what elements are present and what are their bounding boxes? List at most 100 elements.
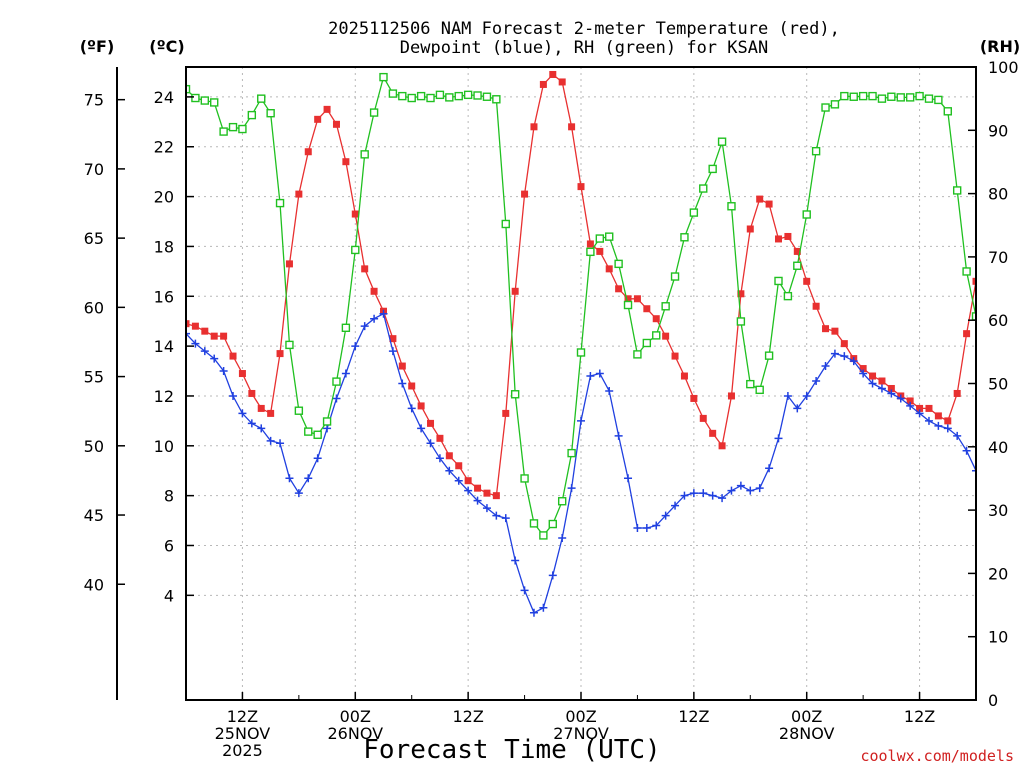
celsius-tick-label: 10 <box>154 437 174 456</box>
temperature-point <box>690 394 698 402</box>
rh-point <box>924 94 934 103</box>
dewpoint-point <box>464 486 473 495</box>
temperature-point <box>323 105 331 113</box>
rh-point <box>774 276 783 286</box>
rh-point <box>736 317 746 326</box>
dewpoint-point <box>755 484 764 493</box>
x-tick-label: 2025 <box>222 741 263 760</box>
temperature-point <box>257 404 265 412</box>
temperature-point <box>201 327 209 335</box>
temperature-point <box>210 332 218 340</box>
rh-point <box>369 108 379 117</box>
rh-point <box>858 91 868 101</box>
temperature-point <box>746 225 754 233</box>
rh-point <box>379 72 388 82</box>
dewpoint-point <box>736 481 745 490</box>
dewpoint-point <box>680 491 689 500</box>
temperature-point <box>530 123 538 131</box>
dewpoint-point <box>370 314 379 323</box>
temperature-point <box>793 247 801 255</box>
temperature-point <box>840 340 848 348</box>
dewpoint-point <box>200 347 209 356</box>
rh-point <box>219 127 228 136</box>
rh-tick-label: 100 <box>988 58 1019 77</box>
fahrenheit-unit-label: (ºF) <box>80 37 115 56</box>
temperature-point <box>756 195 764 203</box>
fahrenheit-tick-label: 70 <box>84 160 104 179</box>
dewpoint-point <box>313 454 322 463</box>
dewpoint-point <box>699 489 708 498</box>
fahrenheit-tick-label: 40 <box>84 575 104 594</box>
dewpoint-point <box>567 484 576 493</box>
temperature-point <box>662 332 670 340</box>
fahrenheit-tick-label: 75 <box>84 91 104 110</box>
celsius-unit-label: (ºC) <box>149 37 184 56</box>
dewpoint-point <box>802 391 811 400</box>
rh-point <box>952 186 962 195</box>
temperature-point <box>361 265 369 273</box>
rh-tick-label: 50 <box>988 375 1008 394</box>
rh-tick-label: 10 <box>988 628 1008 647</box>
celsius-tick-label: 16 <box>154 287 174 306</box>
dewpoint-point <box>642 524 651 533</box>
rh-point <box>539 531 548 540</box>
dewpoint-point <box>793 404 802 413</box>
temperature-point <box>351 210 359 218</box>
rh-point <box>896 93 905 102</box>
dewpoint-point <box>529 608 538 617</box>
temperature-point <box>370 287 378 295</box>
temperature-point <box>699 414 707 422</box>
dewpoint-point <box>539 603 548 612</box>
dewpoint-point <box>520 586 529 595</box>
celsius-tick-label: 20 <box>154 188 174 207</box>
x-tick-label: 25NOV <box>215 724 271 743</box>
rh-point <box>426 93 435 103</box>
dewpoint-point <box>840 352 849 361</box>
rh-point <box>840 91 849 101</box>
dewpoint-point <box>332 394 341 403</box>
dewpoint-point <box>257 424 266 433</box>
rh-point <box>680 233 689 242</box>
temperature-point <box>605 265 613 273</box>
dewpoint-point <box>605 386 614 395</box>
dewpoint-point <box>351 342 360 351</box>
dewpoint-point <box>915 409 924 418</box>
rh-point <box>670 272 680 281</box>
rh-point <box>294 406 304 415</box>
dewpoint-point <box>473 496 482 505</box>
temperature-point <box>633 295 641 303</box>
temperature-point <box>445 452 453 460</box>
rh-point <box>614 259 623 269</box>
temperature-point <box>398 362 406 370</box>
temperature-point <box>521 190 529 198</box>
rh-point <box>783 291 793 301</box>
rh-point <box>802 210 811 219</box>
celsius-tick-label: 4 <box>164 586 174 605</box>
temperature-point <box>878 377 886 385</box>
temperature-point <box>812 302 820 310</box>
temperature-point <box>464 477 472 485</box>
temperature-point <box>558 78 566 86</box>
rh-point <box>510 390 520 399</box>
celsius-tick-label: 8 <box>164 487 174 506</box>
rh-point <box>407 93 416 103</box>
rh-point <box>473 91 482 100</box>
rh-point <box>200 96 210 105</box>
x-axis-label: Forecast Time (UTC) <box>363 735 660 765</box>
rh-point <box>332 377 341 386</box>
rh-point <box>764 351 774 360</box>
rh-point <box>567 448 576 458</box>
temperature-point <box>568 123 576 131</box>
temperature-point <box>492 492 500 500</box>
temperature-point <box>727 392 735 400</box>
temperature-point <box>671 352 679 360</box>
temperature-point <box>417 402 425 410</box>
dewpoint-point <box>219 367 228 376</box>
dewpoint-point <box>812 377 821 386</box>
dewpoint-point <box>906 401 915 410</box>
dewpoint-point <box>671 501 680 510</box>
rh-point <box>360 150 369 159</box>
dewpoint-point <box>323 424 332 433</box>
dewpoint-point <box>266 436 275 445</box>
dewpoint-point <box>548 571 557 580</box>
